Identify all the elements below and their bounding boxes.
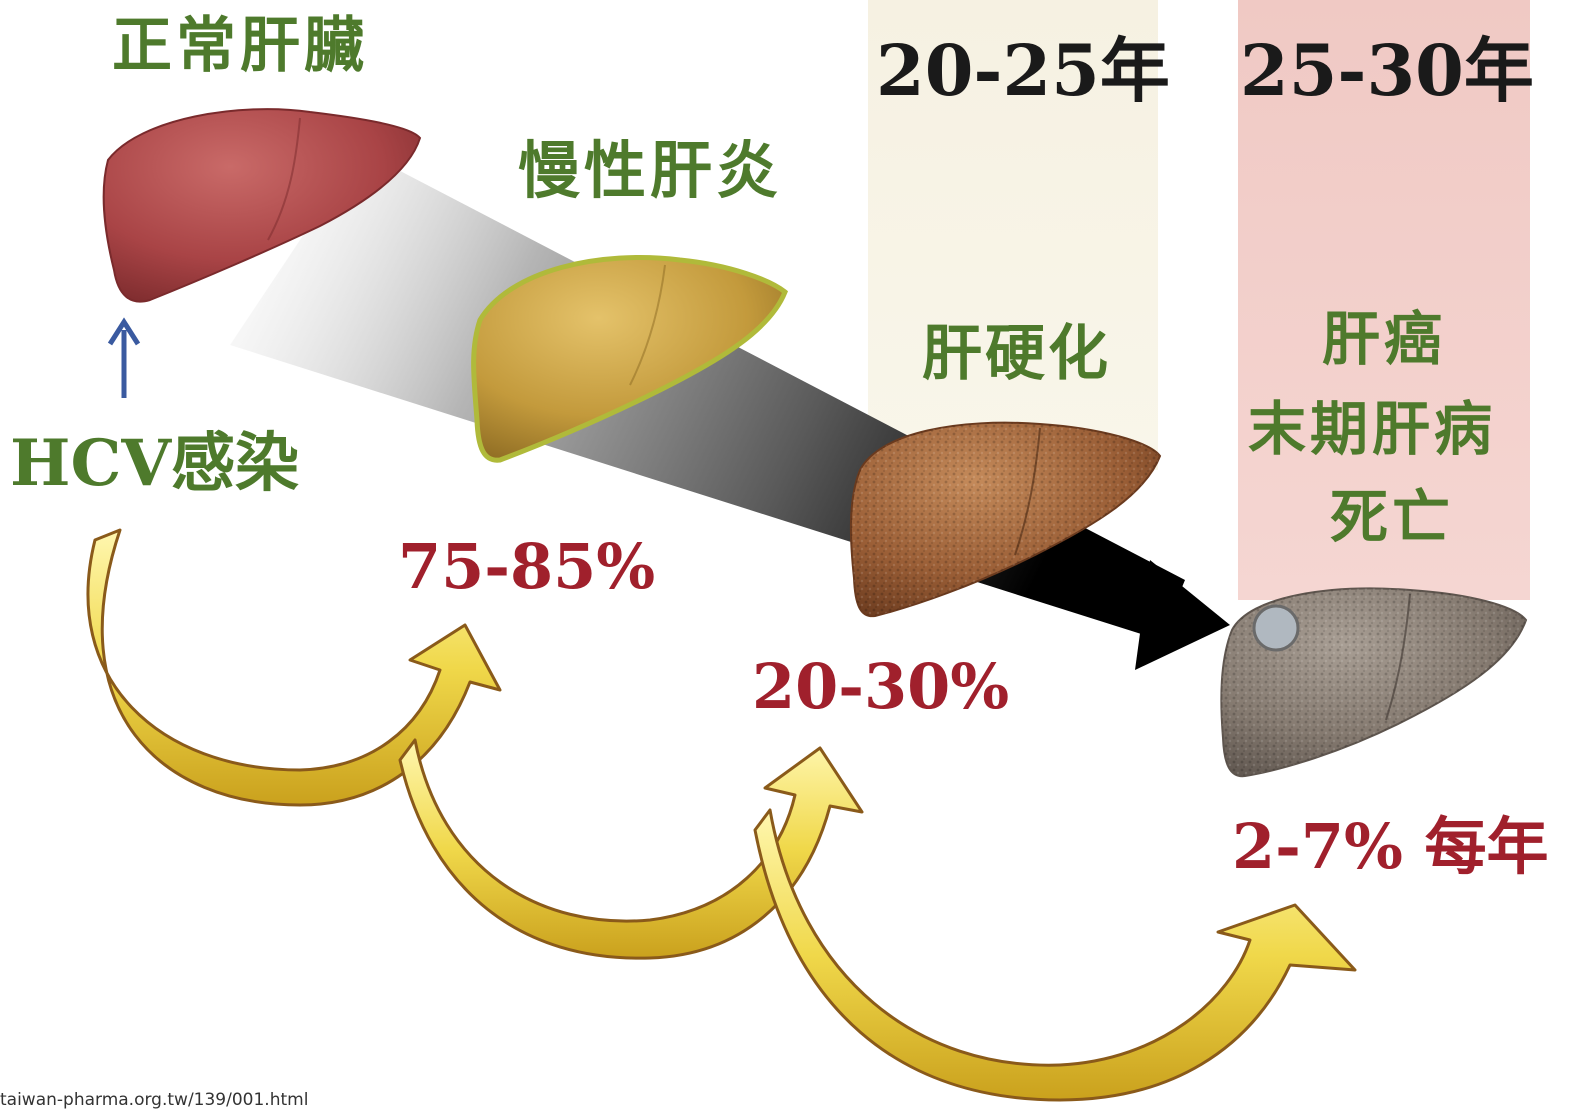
normal-liver-icon	[102, 108, 422, 303]
hcv-infection-label: HCV感染	[10, 426, 300, 501]
up-arrow-icon	[107, 317, 141, 398]
cirrhosis-years-label: 20-25年	[876, 29, 1170, 112]
chronic-rate-label: 75-85%	[398, 530, 656, 603]
cancer-years-label: 25-30年	[1240, 29, 1534, 112]
cirrhotic-liver-icon	[849, 421, 1162, 618]
end-stage-label: 末期肝病	[1248, 395, 1497, 463]
cirrhosis-period-band	[868, 0, 1158, 470]
curved-arrow-icon	[86, 528, 502, 807]
cancer-period-band	[1238, 0, 1530, 600]
chronic-liver-icon	[471, 255, 789, 463]
cirrhosis-label: 肝硬化	[922, 319, 1111, 389]
curved-arrow-icon	[398, 738, 864, 960]
liver-cancer-label: 肝癌	[1322, 305, 1447, 373]
death-label: 死亡	[1330, 483, 1455, 551]
source-caption: taiwan-pharma.org.tw/139/001.html	[0, 1090, 309, 1110]
normal-liver-label: 正常肝臟	[112, 11, 368, 81]
curved-arrow-icon	[753, 808, 1357, 1102]
chronic-hepatitis-label: 慢性肝炎	[518, 134, 783, 207]
cancer-liver-icon	[1220, 587, 1528, 778]
cancer-rate-label: 2-7% 每年	[1232, 810, 1549, 883]
progression-arrow-icon	[230, 150, 1230, 670]
cirrhosis-rate-label: 20-30%	[752, 650, 1010, 723]
